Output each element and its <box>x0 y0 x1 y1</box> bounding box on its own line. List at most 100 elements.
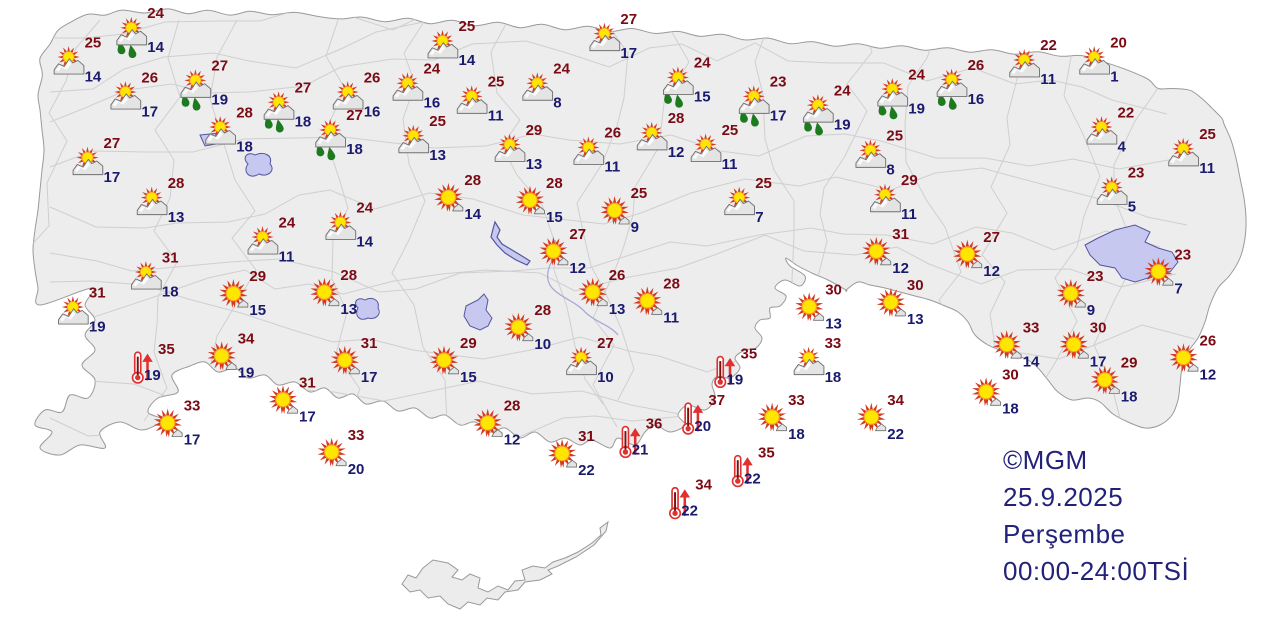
svg-text:28: 28 <box>168 175 185 192</box>
svg-text:18: 18 <box>236 138 253 155</box>
svg-text:16: 16 <box>968 91 985 108</box>
svg-text:19: 19 <box>89 318 106 335</box>
svg-text:18: 18 <box>788 426 805 443</box>
svg-text:16: 16 <box>424 95 441 112</box>
svg-text:35: 35 <box>741 345 758 362</box>
svg-text:28: 28 <box>546 175 563 192</box>
svg-text:31: 31 <box>299 374 316 391</box>
svg-text:35: 35 <box>158 341 175 358</box>
svg-text:22: 22 <box>578 462 595 479</box>
svg-text:26: 26 <box>609 267 626 284</box>
svg-text:19: 19 <box>727 371 744 388</box>
svg-text:24: 24 <box>694 55 711 72</box>
svg-text:25: 25 <box>631 185 648 202</box>
svg-text:15: 15 <box>694 89 711 106</box>
svg-text:23: 23 <box>770 74 787 91</box>
svg-text:29: 29 <box>1121 355 1138 372</box>
svg-text:20: 20 <box>1110 34 1127 51</box>
svg-text:11: 11 <box>663 310 679 327</box>
svg-text:25: 25 <box>429 113 446 130</box>
svg-text:23: 23 <box>1128 165 1145 182</box>
svg-text:27: 27 <box>295 80 312 97</box>
svg-text:7: 7 <box>755 209 763 226</box>
svg-text:26: 26 <box>1200 332 1217 349</box>
svg-text:19: 19 <box>908 100 925 117</box>
svg-text:14: 14 <box>147 39 164 56</box>
svg-text:19: 19 <box>211 92 228 109</box>
svg-text:26: 26 <box>364 69 381 86</box>
svg-text:12: 12 <box>1200 366 1217 383</box>
svg-text:8: 8 <box>886 162 894 179</box>
svg-text:24: 24 <box>553 61 570 78</box>
svg-text:12: 12 <box>569 260 586 277</box>
svg-text:22: 22 <box>681 503 698 520</box>
svg-text:17: 17 <box>299 408 316 425</box>
svg-text:10: 10 <box>597 369 614 386</box>
svg-text:31: 31 <box>89 284 106 301</box>
svg-text:11: 11 <box>279 248 295 265</box>
svg-text:1: 1 <box>1110 68 1118 85</box>
svg-text:17: 17 <box>770 108 787 125</box>
svg-text:26: 26 <box>141 69 158 86</box>
svg-text:18: 18 <box>295 114 312 131</box>
svg-text:12: 12 <box>668 144 685 161</box>
svg-text:34: 34 <box>238 331 255 348</box>
svg-text:27: 27 <box>983 229 1000 246</box>
svg-text:22: 22 <box>1040 37 1057 54</box>
svg-text:31: 31 <box>361 335 378 352</box>
svg-text:25: 25 <box>488 74 505 91</box>
svg-text:25: 25 <box>1199 126 1216 143</box>
svg-text:11: 11 <box>722 156 738 173</box>
svg-text:24: 24 <box>908 66 925 83</box>
svg-text:18: 18 <box>1121 389 1138 406</box>
svg-text:28: 28 <box>236 104 253 121</box>
svg-text:14: 14 <box>464 206 481 223</box>
svg-text:9: 9 <box>1087 302 1095 319</box>
svg-text:18: 18 <box>346 141 363 158</box>
svg-text:29: 29 <box>526 122 543 139</box>
svg-text:30: 30 <box>1002 366 1019 383</box>
svg-text:13: 13 <box>429 147 446 164</box>
svg-text:25: 25 <box>886 128 903 145</box>
svg-text:13: 13 <box>168 209 185 226</box>
svg-text:14: 14 <box>1023 353 1040 370</box>
svg-text:35: 35 <box>758 444 775 461</box>
svg-text:10: 10 <box>534 336 551 353</box>
svg-text:22: 22 <box>1118 104 1135 121</box>
svg-text:26: 26 <box>968 57 985 74</box>
svg-text:9: 9 <box>631 219 639 236</box>
svg-text:18: 18 <box>162 283 179 300</box>
svg-text:27: 27 <box>569 226 586 243</box>
svg-text:25: 25 <box>722 122 739 139</box>
svg-text:33: 33 <box>788 392 805 409</box>
svg-text:7: 7 <box>1174 280 1182 297</box>
svg-text:31: 31 <box>892 226 909 243</box>
svg-text:11: 11 <box>1199 160 1215 177</box>
svg-text:15: 15 <box>460 369 477 386</box>
svg-text:24: 24 <box>356 200 373 217</box>
svg-text:28: 28 <box>663 276 680 293</box>
svg-text:5: 5 <box>1128 199 1136 216</box>
svg-text:17: 17 <box>184 432 201 449</box>
svg-text:19: 19 <box>238 365 255 382</box>
svg-text:11: 11 <box>1040 71 1056 88</box>
svg-text:31: 31 <box>578 428 595 445</box>
svg-text:14: 14 <box>356 234 373 251</box>
svg-text:37: 37 <box>708 392 725 409</box>
svg-text:16: 16 <box>364 103 381 120</box>
svg-text:12: 12 <box>892 260 909 277</box>
svg-text:8: 8 <box>553 95 561 112</box>
svg-text:23: 23 <box>1174 246 1191 263</box>
svg-text:28: 28 <box>534 302 551 319</box>
svg-text:24: 24 <box>279 214 296 231</box>
svg-text:14: 14 <box>85 68 102 85</box>
svg-text:27: 27 <box>620 11 637 28</box>
svg-text:27: 27 <box>211 58 228 75</box>
svg-text:13: 13 <box>907 311 924 328</box>
svg-text:14: 14 <box>459 52 476 69</box>
svg-text:13: 13 <box>609 301 626 318</box>
svg-text:17: 17 <box>1090 353 1107 370</box>
svg-text:28: 28 <box>464 172 481 189</box>
svg-text:28: 28 <box>668 110 685 127</box>
svg-text:29: 29 <box>901 172 918 189</box>
